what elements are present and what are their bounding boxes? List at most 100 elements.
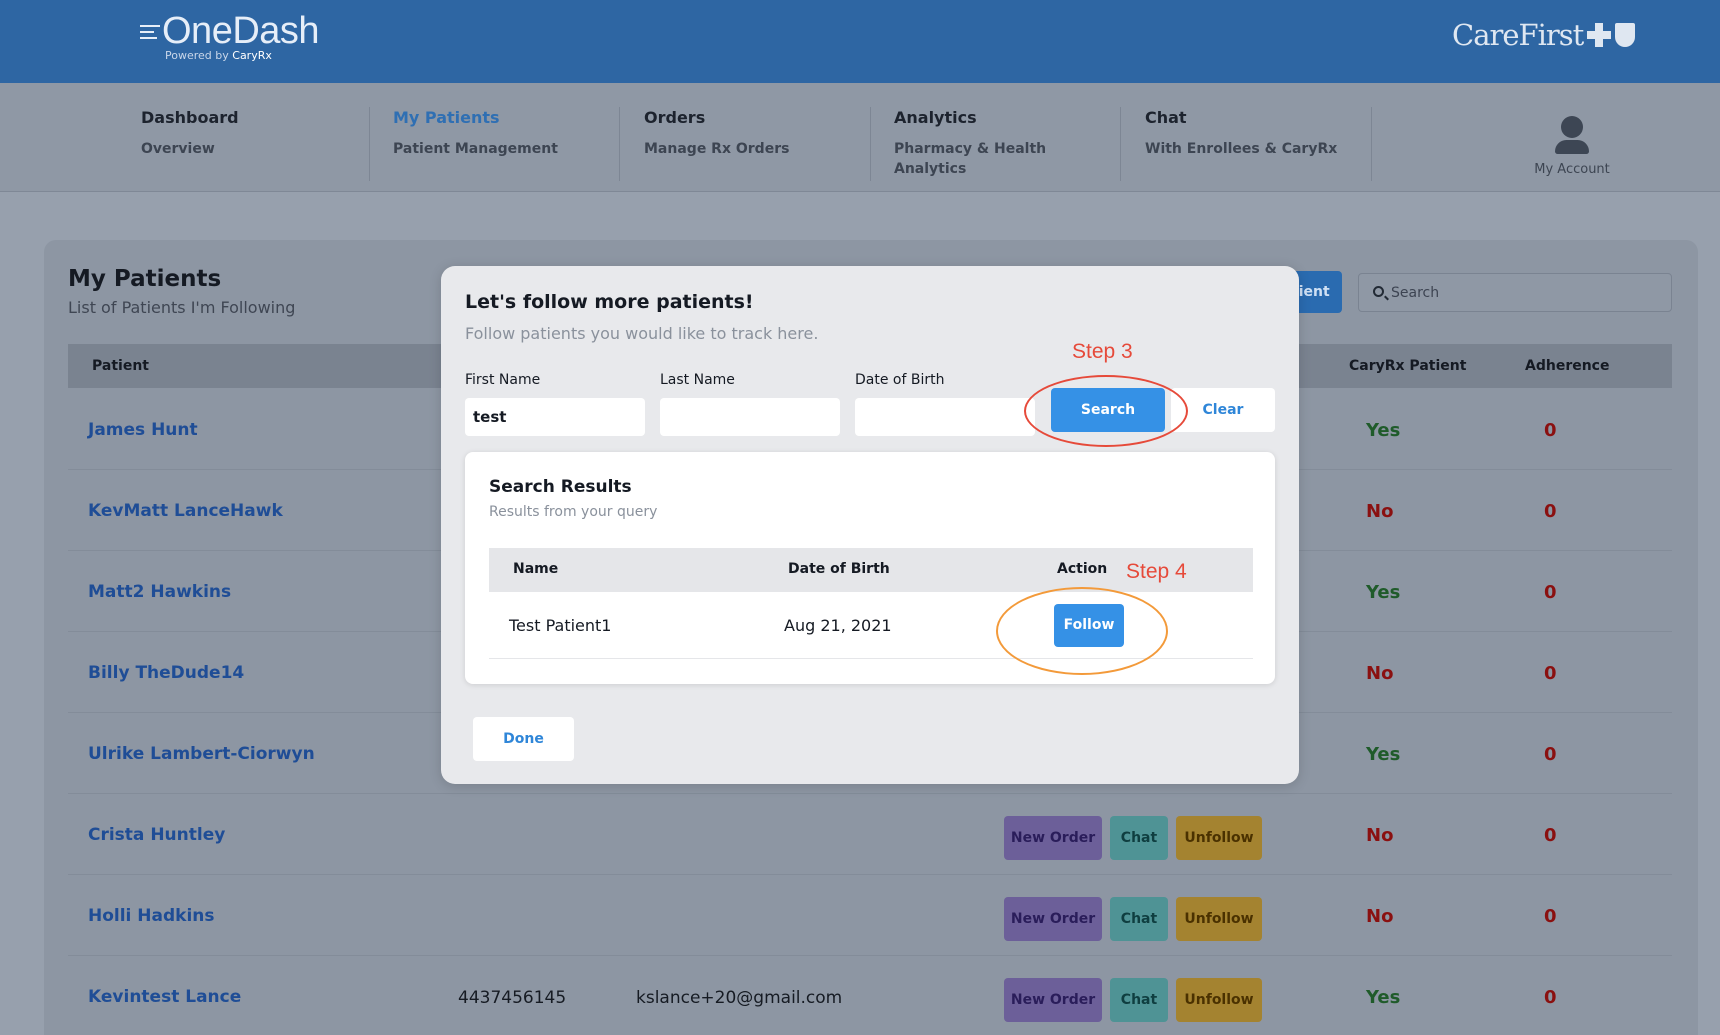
- new-order-button[interactable]: New Order: [1004, 897, 1102, 941]
- nav-divider: [619, 107, 620, 181]
- caryrx-status: Yes: [1366, 744, 1401, 765]
- nav-subtitle: Manage Rx Orders: [644, 141, 790, 157]
- patient-name-link[interactable]: Ulrike Lambert-Ciorwyn: [88, 744, 315, 764]
- page-title: My Patients: [68, 266, 222, 292]
- results-table-header: Name Date of Birth Action: [489, 548, 1253, 592]
- logo-sub-prefix: Powered by: [165, 49, 229, 62]
- cross-icon: [1587, 23, 1612, 47]
- nav-my-patients[interactable]: My Patients Patient Management: [393, 108, 613, 186]
- patient-name-link[interactable]: Matt2 Hawkins: [88, 582, 232, 602]
- nav-divider: [1120, 107, 1121, 181]
- onedash-logo[interactable]: OneDash Powered by CaryRx: [140, 10, 320, 62]
- nav-divider: [369, 107, 370, 181]
- dob-label: Date of Birth: [855, 372, 945, 388]
- nav-divider: [1371, 107, 1372, 181]
- logo-lines-icon: [140, 21, 160, 43]
- nav-dashboard[interactable]: Dashboard Overview: [141, 108, 361, 186]
- nav-divider: [870, 107, 871, 181]
- table-row: Kevintest Lance 4437456145 kslance+20@gmai…: [68, 956, 1672, 1035]
- logo-text: OneDash: [162, 10, 320, 52]
- nav-title: Analytics: [894, 108, 977, 127]
- new-order-button[interactable]: New Order: [1004, 816, 1102, 860]
- dob-input[interactable]: [855, 398, 1035, 436]
- nav-subtitle: Patient Management: [393, 141, 558, 157]
- my-account-label: My Account: [1534, 162, 1610, 177]
- nav-subtitle: Pharmacy & Health Analytics: [894, 141, 1047, 177]
- chat-button[interactable]: Chat: [1110, 816, 1168, 860]
- table-row: Crista Huntley New Order Chat Unfollow No 0: [68, 794, 1672, 875]
- table-row: Test Patient1 Aug 21, 2021 Follow: [489, 592, 1253, 659]
- modal-title: Let's follow more patients!: [465, 291, 754, 313]
- col-dob: Date of Birth: [788, 561, 890, 577]
- search-results-panel: Search Results Results from your query N…: [465, 452, 1275, 684]
- patient-search-box: [1358, 273, 1672, 312]
- nav-title: My Patients: [393, 108, 500, 127]
- adherence-value: 0: [1544, 906, 1557, 927]
- nav-orders[interactable]: Orders Manage Rx Orders: [644, 108, 864, 186]
- carefirst-text: CareFirst: [1452, 18, 1584, 52]
- adherence-value: 0: [1544, 825, 1557, 846]
- caryrx-status: Yes: [1366, 420, 1401, 441]
- adherence-value: 0: [1544, 420, 1557, 441]
- nav-subtitle: Overview: [141, 141, 215, 157]
- col-action: Action: [1057, 561, 1108, 577]
- table-row: Holli Hadkins New Order Chat Unfollow No 0: [68, 875, 1672, 956]
- patient-search-input[interactable]: [1391, 282, 1661, 304]
- step3-annotation: Step 3: [1072, 340, 1133, 363]
- patient-name-link[interactable]: Kevintest Lance: [88, 987, 242, 1007]
- first-name-label: First Name: [465, 372, 541, 388]
- patient-phone: 4437456145: [458, 988, 567, 1008]
- adherence-value: 0: [1544, 582, 1557, 603]
- patient-email: kslance+20@gmail.com: [636, 988, 843, 1008]
- last-name-label: Last Name: [660, 372, 735, 388]
- top-bar: OneDash Powered by CaryRx CareFirst: [0, 0, 1720, 83]
- patient-name-link[interactable]: Holli Hadkins: [88, 906, 215, 926]
- nav-subtitle: With Enrollees & CaryRx: [1145, 141, 1338, 157]
- my-account-button[interactable]: My Account: [1532, 116, 1612, 177]
- clear-button[interactable]: Clear: [1171, 388, 1275, 432]
- search-button[interactable]: Search: [1051, 388, 1165, 432]
- caryrx-status: No: [1366, 825, 1394, 846]
- shield-icon: [1615, 23, 1636, 47]
- col-name: Name: [513, 561, 559, 577]
- logo-sub-brand: CaryRx: [232, 49, 272, 62]
- adherence-value: 0: [1544, 744, 1557, 765]
- patient-name-link[interactable]: KevMatt LanceHawk: [88, 501, 283, 521]
- first-name-input[interactable]: [465, 398, 645, 436]
- caryrx-status: Yes: [1366, 987, 1401, 1008]
- nav-title: Orders: [644, 108, 706, 127]
- results-subtitle: Results from your query: [489, 504, 658, 520]
- modal-subtitle: Follow patients you would like to track …: [465, 324, 819, 343]
- col-caryrx: CaryRx Patient: [1349, 358, 1467, 374]
- patient-name-link[interactable]: James Hunt: [88, 420, 198, 440]
- user-icon: [1532, 116, 1612, 154]
- search-icon: [1373, 286, 1384, 297]
- adherence-value: 0: [1544, 987, 1557, 1008]
- unfollow-button[interactable]: Unfollow: [1176, 897, 1262, 941]
- follow-button[interactable]: Follow: [1054, 604, 1124, 647]
- new-order-button[interactable]: New Order: [1004, 978, 1102, 1022]
- nav-bar: Dashboard Overview My Patients Patient M…: [0, 83, 1720, 192]
- page-subtitle: List of Patients I'm Following: [68, 298, 296, 317]
- col-adherence: Adherence: [1525, 358, 1610, 374]
- nav-analytics[interactable]: Analytics Pharmacy & Health Analytics: [894, 108, 1094, 186]
- nav-chat[interactable]: Chat With Enrollees & CaryRx: [1145, 108, 1365, 186]
- patient-name-link[interactable]: Crista Huntley: [88, 825, 226, 845]
- patient-name-link[interactable]: Billy TheDude14: [88, 663, 245, 683]
- done-button[interactable]: Done: [473, 717, 574, 761]
- table-row: Ulrike Lambert-Ciorwyn Yes 0: [68, 713, 1672, 794]
- nav-title: Chat: [1145, 108, 1187, 127]
- last-name-input[interactable]: [660, 398, 840, 436]
- caryrx-status: No: [1366, 663, 1394, 684]
- chat-button[interactable]: Chat: [1110, 897, 1168, 941]
- nav-title: Dashboard: [141, 108, 239, 127]
- unfollow-button[interactable]: Unfollow: [1176, 978, 1262, 1022]
- carefirst-logo: CareFirst: [1452, 18, 1636, 52]
- caryrx-status: No: [1366, 501, 1394, 522]
- adherence-value: 0: [1544, 501, 1557, 522]
- chat-button[interactable]: Chat: [1110, 978, 1168, 1022]
- step4-annotation: Step 4: [1126, 560, 1187, 583]
- unfollow-button[interactable]: Unfollow: [1176, 816, 1262, 860]
- caryrx-status: Yes: [1366, 582, 1401, 603]
- result-dob: Aug 21, 2021: [784, 616, 892, 635]
